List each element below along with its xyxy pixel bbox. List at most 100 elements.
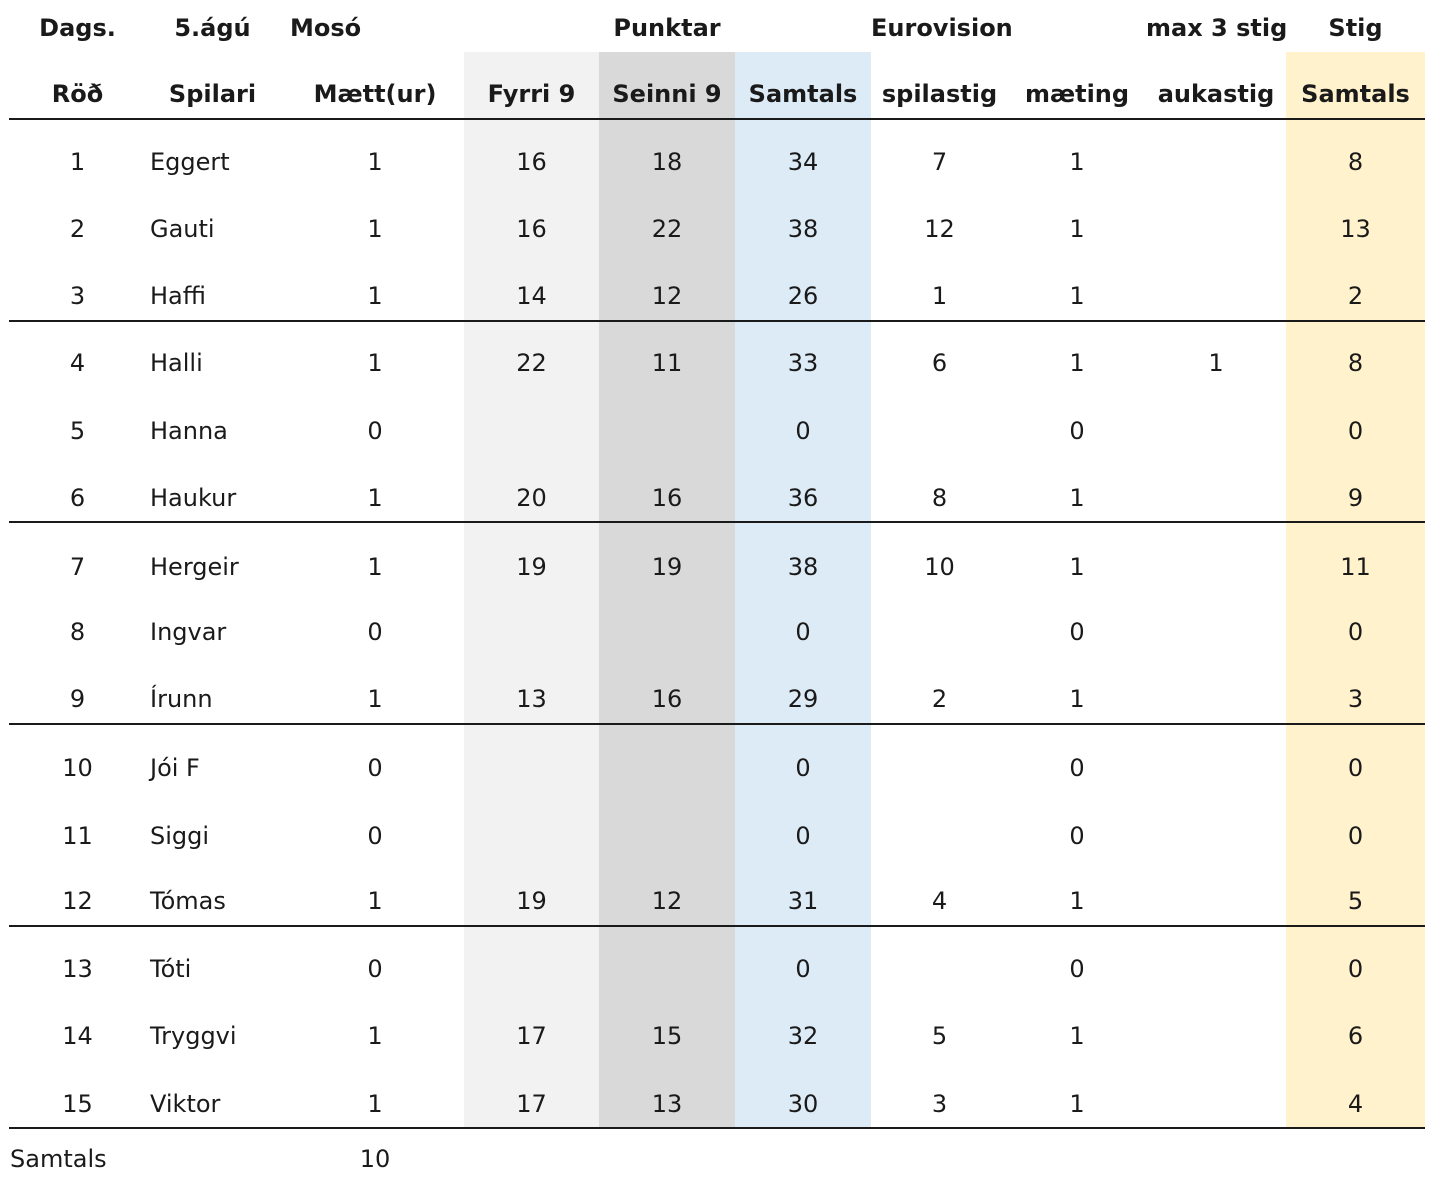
back-nine-column-shading (599, 52, 735, 1128)
col-header-bonus-points: aukastig (1157, 80, 1275, 108)
cell-points-total: 0 (795, 618, 811, 646)
cell-bonus-points (1146, 681, 1286, 717)
cell-attended: 1 (367, 553, 383, 581)
cell-attendance: 0 (1069, 822, 1085, 850)
cell-score-total: 6 (1347, 1022, 1364, 1050)
cell-score-total: 8 (1347, 349, 1364, 377)
cell-play-points (871, 413, 1008, 449)
cell-player: Gauti (150, 215, 215, 243)
cell-attendance: 1 (1069, 1022, 1085, 1050)
eurovision-group-header: Eurovision (871, 14, 1013, 42)
cell-rank: 5 (69, 417, 86, 445)
cell-front-nine (464, 951, 599, 987)
cell-attended: 1 (367, 1090, 383, 1118)
cell-rank: 7 (69, 553, 86, 581)
col-header-attendance: mæting (1024, 80, 1130, 108)
cell-player: Jói F (150, 754, 200, 782)
cell-attendance: 1 (1069, 685, 1085, 713)
cell-bonus-points (1146, 750, 1286, 786)
cell-player: Tóti (150, 955, 192, 983)
cell-front-nine: 16 (516, 148, 547, 176)
table-bottom-divider (9, 1127, 1425, 1129)
cell-player: Viktor (150, 1090, 221, 1118)
cell-front-nine (464, 413, 599, 449)
cell-play-points: 7 (931, 148, 948, 176)
location-label: Mosó (290, 14, 362, 42)
cell-play-points: 5 (931, 1022, 948, 1050)
date-label: Dags. (39, 14, 116, 42)
cell-back-nine (599, 951, 735, 987)
cell-back-nine: 15 (651, 1022, 683, 1050)
cell-front-nine: 20 (516, 484, 547, 512)
col-header-back-nine: Seinni 9 (612, 80, 722, 108)
cell-bonus-points (1146, 144, 1286, 180)
cell-rank: 6 (69, 484, 86, 512)
cell-points-total: 36 (787, 484, 819, 512)
cell-points-total: 26 (787, 282, 819, 310)
cell-front-nine: 22 (516, 349, 547, 377)
cell-play-points (871, 750, 1008, 786)
cell-points-total: 38 (787, 553, 819, 581)
cell-player: Haukur (150, 484, 237, 512)
cell-points-total: 38 (787, 215, 819, 243)
cell-score-total: 13 (1340, 215, 1371, 243)
cell-front-nine: 13 (516, 685, 547, 713)
group-divider-2 (9, 521, 1425, 523)
points-group-header: Punktar (613, 14, 721, 42)
cell-play-points: 6 (931, 349, 948, 377)
cell-points-total: 29 (787, 685, 819, 713)
cell-points-total: 30 (787, 1090, 819, 1118)
cell-front-nine: 17 (516, 1090, 547, 1118)
cell-player: Ingvar (150, 618, 227, 646)
cell-points-total: 32 (787, 1022, 819, 1050)
cell-attendance: 0 (1069, 618, 1085, 646)
cell-player: Tryggvi (150, 1022, 237, 1050)
group-divider-1 (9, 320, 1425, 322)
cell-points-total: 0 (795, 822, 811, 850)
cell-player: Eggert (150, 148, 230, 176)
cell-attended: 0 (367, 822, 383, 850)
cell-player: Hergeir (150, 553, 239, 581)
score-total-column-shading (1286, 52, 1425, 1128)
cell-attendance: 1 (1069, 282, 1085, 310)
cell-score-total: 0 (1347, 822, 1364, 850)
date-value: 5.ágú (174, 14, 251, 42)
cell-bonus-points (1146, 1086, 1286, 1122)
cell-bonus-points (1146, 951, 1286, 987)
front-nine-column-shading (464, 52, 599, 1128)
cell-attended: 1 (367, 215, 383, 243)
cell-score-total: 3 (1347, 685, 1364, 713)
cell-score-total: 0 (1347, 417, 1364, 445)
cell-back-nine: 13 (651, 1090, 683, 1118)
cell-back-nine (599, 413, 735, 449)
cell-rank: 13 (62, 955, 93, 983)
cell-points-total: 31 (787, 887, 819, 915)
cell-attended: 0 (367, 417, 383, 445)
cell-points-total: 0 (795, 417, 811, 445)
cell-rank: 3 (69, 282, 86, 310)
cell-play-points: 10 (924, 553, 955, 581)
cell-play-points (871, 614, 1008, 650)
cell-back-nine (599, 818, 735, 854)
cell-rank: 9 (69, 685, 86, 713)
cell-rank: 10 (62, 754, 93, 782)
cell-attendance: 1 (1069, 887, 1085, 915)
cell-play-points: 2 (931, 685, 948, 713)
cell-play-points (871, 951, 1008, 987)
cell-rank: 8 (69, 618, 86, 646)
cell-back-nine (599, 614, 735, 650)
cell-score-total: 4 (1347, 1090, 1364, 1118)
cell-bonus-points (1146, 614, 1286, 650)
cell-rank: 14 (62, 1022, 93, 1050)
cell-back-nine: 16 (651, 685, 683, 713)
col-header-play-points: spilastig (881, 80, 998, 108)
cell-front-nine: 19 (516, 887, 547, 915)
cell-play-points: 1 (931, 282, 948, 310)
col-header-points-total: Samtals (748, 80, 858, 108)
cell-bonus-points (1146, 413, 1286, 449)
cell-rank: 1 (69, 148, 86, 176)
cell-back-nine: 18 (651, 148, 683, 176)
col-header-player: Spilari (168, 80, 257, 108)
cell-player: Siggi (150, 822, 210, 850)
cell-attendance: 0 (1069, 955, 1085, 983)
